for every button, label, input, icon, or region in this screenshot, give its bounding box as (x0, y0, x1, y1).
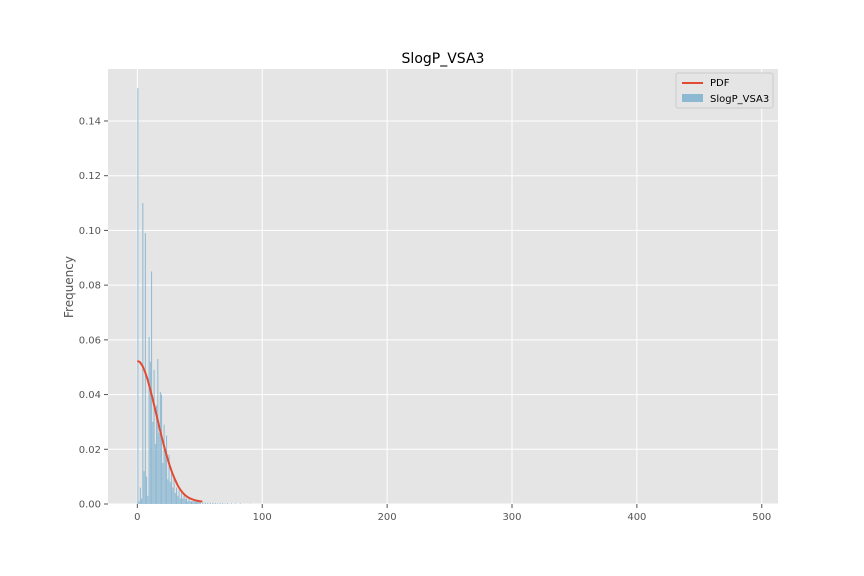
histogram-bar (192, 501, 194, 504)
histogram-bar (141, 498, 143, 504)
histogram-bar (174, 493, 176, 504)
histogram-bar (176, 487, 178, 504)
histogram-bar (222, 503, 224, 504)
histogram-bar (202, 502, 204, 504)
x-tick-label: 400 (627, 512, 646, 523)
histogram-bar (169, 482, 171, 504)
y-tick-label: 0.00 (79, 500, 101, 511)
histogram-bar (193, 501, 195, 504)
grid (108, 69, 778, 505)
plot-background (108, 69, 778, 504)
histogram-bar (171, 471, 173, 504)
histogram-bar (182, 498, 184, 504)
y-tick-label: 0.12 (79, 171, 101, 182)
histogram-bar (204, 502, 206, 504)
x-tick-label: 200 (378, 512, 397, 523)
histogram-bar (146, 476, 148, 504)
x-axis-ticks: 0 100 200 300 400 500 (134, 504, 771, 523)
histogram-bar (227, 503, 229, 504)
histogram-bar (168, 454, 170, 504)
histogram-bar (184, 498, 186, 504)
histogram-bar (138, 501, 140, 504)
histogram-bar (239, 503, 241, 504)
histogram-bar (162, 462, 164, 504)
histogram-bar (183, 495, 185, 504)
histogram-bar (196, 501, 198, 504)
histogram-bars (137, 88, 251, 504)
histogram-bar (142, 203, 144, 504)
histogram-bar (164, 449, 166, 504)
histogram-bar (188, 498, 190, 504)
histogram-bar (148, 337, 150, 504)
histogram-bar (179, 498, 181, 504)
histogram-bar (139, 487, 141, 504)
histogram-bar (154, 443, 156, 504)
x-tick-label: 100 (253, 512, 272, 523)
histogram-bar (151, 271, 153, 504)
histogram-bar (186, 498, 188, 504)
histogram-bar (149, 361, 151, 504)
histogram-bar (156, 405, 158, 504)
histogram-bar (209, 502, 211, 504)
histogram-bar (198, 501, 200, 504)
histogram-bar (159, 391, 161, 504)
x-tick-label: 0 (134, 512, 140, 523)
histogram-bar (177, 495, 179, 504)
histogram-bar (234, 503, 236, 504)
chart-title: SlogP_VSA3 (402, 51, 485, 67)
histogram-bar (189, 501, 191, 504)
histogram-bar (137, 88, 139, 504)
histogram-bar (163, 424, 165, 504)
histogram-bar (147, 495, 149, 504)
legend-histogram-label: SlogP_VSA3 (710, 94, 769, 105)
y-axis-label: Frequency (62, 256, 76, 318)
histogram-bar (166, 435, 168, 504)
histogram-bar (158, 432, 160, 504)
legend: PDF SlogP_VSA3 (675, 72, 774, 109)
pdf-line (136, 360, 203, 503)
histogram-bar (197, 501, 199, 504)
histogram-bar (157, 359, 159, 504)
histogram-bar (212, 502, 214, 504)
x-tick-label: 300 (502, 512, 521, 523)
histogram-bar (172, 487, 174, 504)
histogram-bar (143, 471, 145, 504)
histogram-bar (152, 421, 154, 504)
y-tick-label: 0.14 (79, 116, 101, 127)
histogram-bar (207, 502, 209, 504)
y-tick-label: 0.04 (79, 390, 101, 401)
legend-histogram-swatch (682, 94, 703, 102)
histogram-bar (187, 501, 189, 504)
y-tick-label: 0.06 (79, 335, 101, 346)
y-tick-label: 0.08 (79, 281, 101, 292)
y-tick-label: 0.02 (79, 445, 101, 456)
histogram-bar (161, 394, 163, 504)
histogram-bar (191, 501, 193, 504)
histogram-bar (194, 501, 196, 504)
histogram-bar (224, 503, 226, 504)
histogram-bar (219, 503, 221, 504)
y-tick-label: 0.10 (79, 226, 101, 237)
x-tick-label: 500 (752, 512, 771, 523)
y-axis-ticks: 0.00 0.02 0.04 0.06 0.08 0.10 0.12 0.14 (79, 116, 108, 511)
histogram-bar (181, 493, 183, 504)
histogram-bar (178, 490, 180, 504)
histogram-bar (199, 502, 201, 504)
histogram-bar (153, 369, 155, 504)
histogram-bar (217, 503, 219, 504)
histogram-bar (173, 476, 175, 504)
histogram-bar (214, 502, 216, 504)
histogram-bar (144, 233, 146, 504)
legend-pdf-label: PDF (710, 78, 730, 89)
histogram-bar (167, 479, 169, 504)
histogram-bar (231, 503, 233, 504)
